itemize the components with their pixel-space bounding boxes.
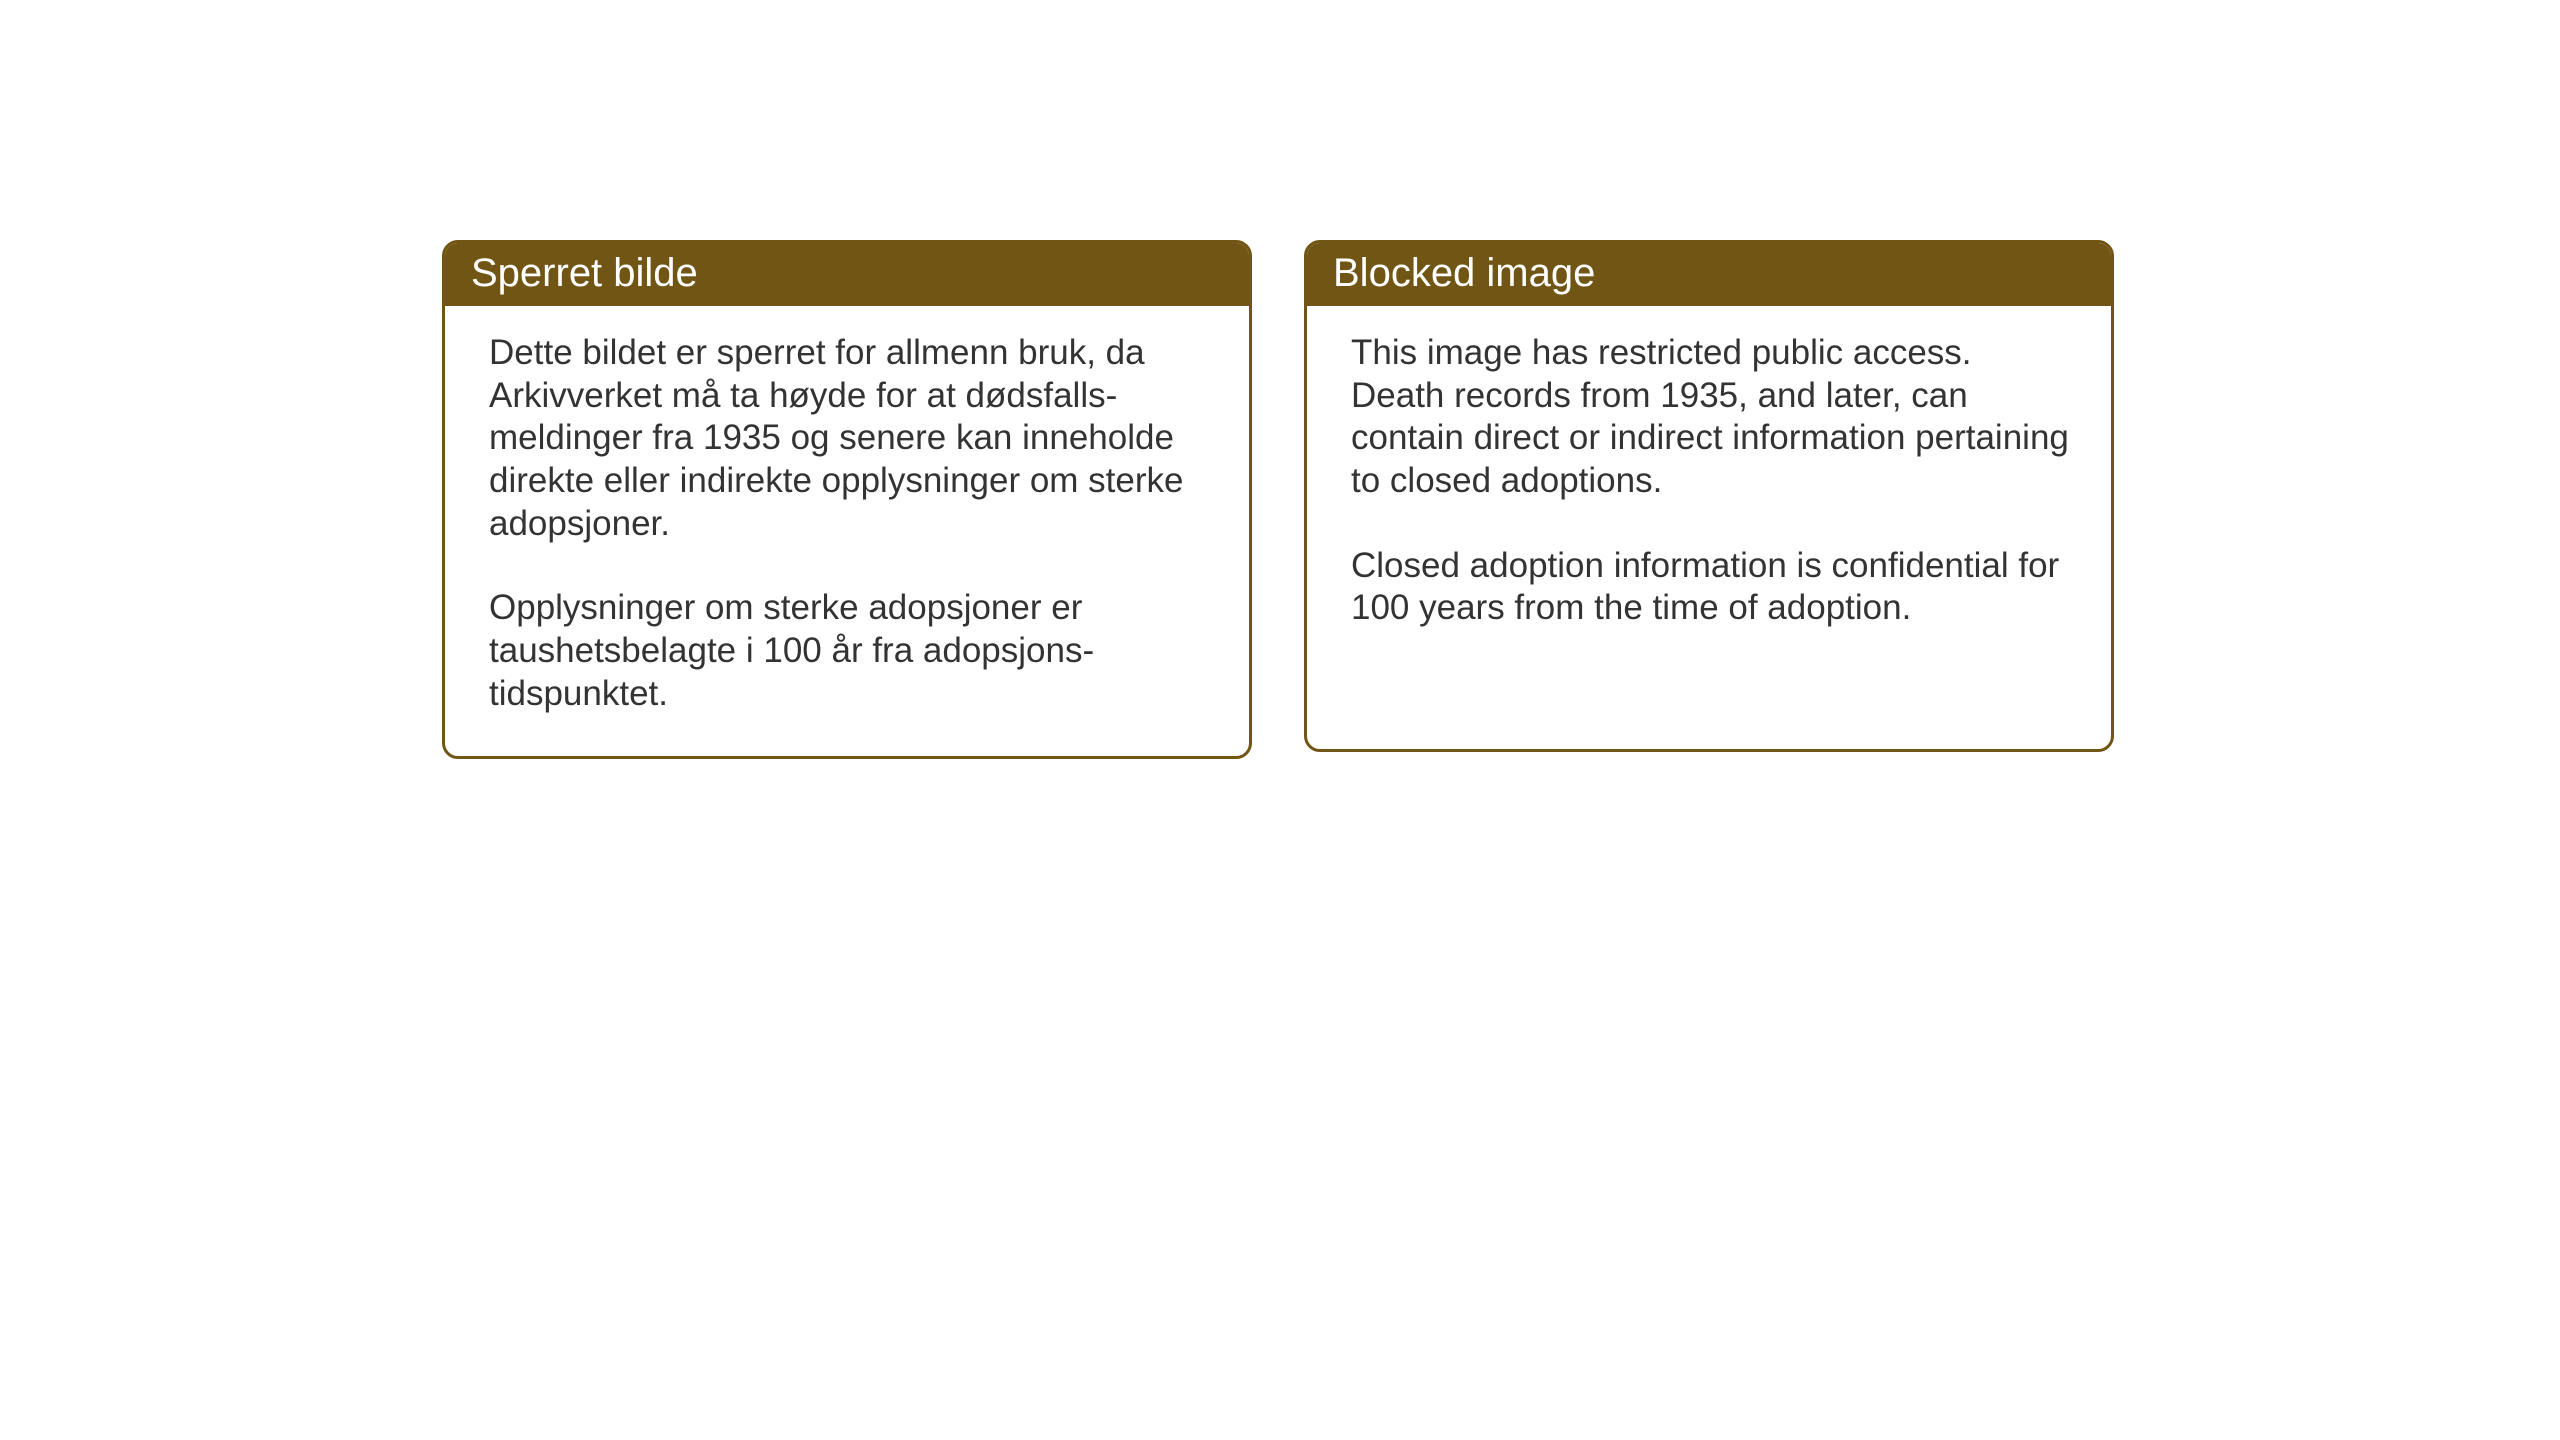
card-paragraph-1-norwegian: Dette bildet er sperret for allmenn bruk… [489, 332, 1209, 545]
card-body-english: This image has restricted public access.… [1307, 306, 2111, 670]
card-title-english: Blocked image [1307, 243, 2111, 306]
card-body-norwegian: Dette bildet er sperret for allmenn bruk… [445, 306, 1249, 756]
blocked-image-card-norwegian: Sperret bilde Dette bildet er sperret fo… [442, 240, 1252, 759]
card-title-norwegian: Sperret bilde [445, 243, 1249, 306]
blocked-image-card-english: Blocked image This image has restricted … [1304, 240, 2114, 752]
notice-container: Sperret bilde Dette bildet er sperret fo… [442, 240, 2114, 759]
card-paragraph-2-english: Closed adoption information is confident… [1351, 545, 2071, 630]
card-paragraph-1-english: This image has restricted public access.… [1351, 332, 2071, 503]
card-paragraph-2-norwegian: Opplysninger om sterke adopsjoner er tau… [489, 587, 1209, 715]
